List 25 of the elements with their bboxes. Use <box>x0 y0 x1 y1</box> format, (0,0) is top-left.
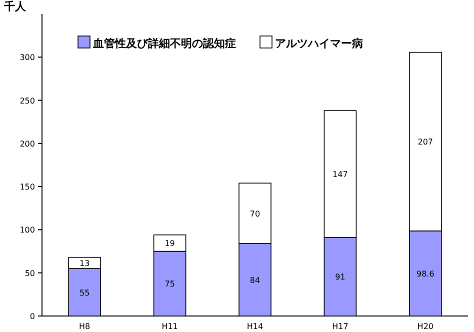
x-tick-label: H8 <box>79 322 90 331</box>
data-label: 70 <box>250 209 260 218</box>
data-label: 91 <box>335 272 346 282</box>
data-label: 98.6 <box>416 269 434 278</box>
x-tick-label: H17 <box>332 322 348 331</box>
y-tick-label: 200 <box>20 139 35 148</box>
y-tick-label: 100 <box>20 226 35 235</box>
data-label: 13 <box>80 258 90 268</box>
legend-label: 血管性及び詳細不明の認知症 <box>92 37 236 50</box>
data-label: 19 <box>164 239 175 248</box>
y-tick-label: 300 <box>20 53 35 62</box>
y-tick-label: 50 <box>24 268 35 278</box>
data-label: 207 <box>418 138 434 147</box>
data-label: 147 <box>332 170 348 180</box>
x-tick-label: H20 <box>417 322 434 331</box>
y-tick-label: 0 <box>30 312 35 321</box>
data-label: 84 <box>250 276 260 285</box>
data-label: 55 <box>80 288 90 298</box>
x-tick-label: H14 <box>246 322 264 331</box>
data-label: 75 <box>164 280 175 289</box>
y-tick-label: 150 <box>20 182 35 192</box>
y-tick-label: 250 <box>20 96 35 106</box>
legend-label: アルツハイマー病 <box>275 37 363 50</box>
y-axis-title: 千人 <box>3 0 27 13</box>
x-tick-label: H11 <box>162 322 178 331</box>
